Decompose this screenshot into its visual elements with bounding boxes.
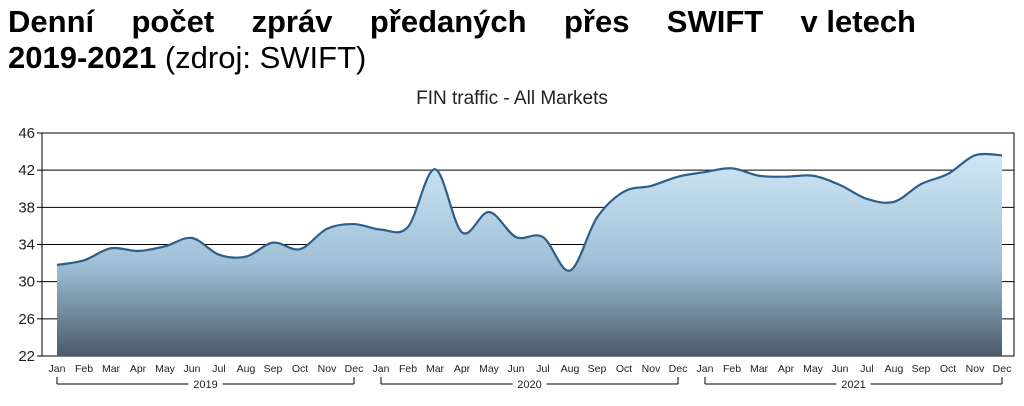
x-tick-label: Jul <box>536 363 549 375</box>
x-tick-label: Jun <box>508 363 525 375</box>
x-tick-label: Jan <box>49 363 66 375</box>
heading-line-2: 2019-2021 (zdroj: SWIFT) <box>8 40 1008 76</box>
heading-word: přes <box>563 4 630 39</box>
chart-title: FIN traffic - All Markets <box>416 88 608 109</box>
x-tick-label: Jan <box>697 363 714 375</box>
x-tick-label: Apr <box>778 363 795 375</box>
x-tick-label: Aug <box>885 363 904 375</box>
y-tick-label: 26 <box>18 311 35 328</box>
x-tick-label: Nov <box>318 363 337 375</box>
x-tick-label: Aug <box>561 363 580 375</box>
series-area <box>57 153 1002 356</box>
x-tick-label: May <box>155 363 176 375</box>
x-tick-label: Oct <box>940 363 956 375</box>
x-tick-label: Apr <box>454 363 471 375</box>
heading-word: počet <box>131 4 215 39</box>
series-line <box>56 152 1003 272</box>
heading-years: 2019-2021 <box>8 40 157 75</box>
heading-word: zpráv <box>251 4 333 39</box>
axis-layer: 22 26 30 34 38 42 46 Jan Feb Mar Apr May Jun Jul Aug Se… <box>18 125 1011 391</box>
year-label-bg <box>188 377 223 390</box>
year-label: 2020 <box>517 379 541 391</box>
year-label: 2019 <box>193 379 217 391</box>
page-heading: Denní počet zpráv předaných přes SWIFT v… <box>8 4 1008 76</box>
heading-line-1: Denní počet zpráv předaných přes SWIFT v… <box>8 4 916 40</box>
x-tick-label: Jan <box>373 363 390 375</box>
heading-word: SWIFT <box>666 4 764 39</box>
heading-word: předaných <box>369 4 527 39</box>
x-tick-label: Dec <box>669 363 688 375</box>
x-tick-label: Oct <box>292 363 308 375</box>
y-tick-label: 42 <box>18 162 35 179</box>
y-tick-label: 30 <box>18 274 35 291</box>
x-tick-label: Feb <box>399 363 417 375</box>
x-tick-label: Sep <box>264 363 283 375</box>
x-tick-label: Jul <box>212 363 225 375</box>
x-tick-label: Apr <box>130 363 147 375</box>
y-tick-label: 34 <box>18 237 35 254</box>
x-tick-label: Oct <box>616 363 632 375</box>
x-tick-label: Jun <box>832 363 849 375</box>
x-tick-label: Nov <box>642 363 661 375</box>
x-tick-label: Jun <box>184 363 201 375</box>
x-tick-label: Mar <box>750 363 769 375</box>
y-tick-label: 46 <box>18 125 35 142</box>
x-tick-label: Feb <box>723 363 741 375</box>
x-tick-label: May <box>803 363 824 375</box>
x-tick-label: Nov <box>966 363 985 375</box>
y-tick-label: 22 <box>18 348 35 365</box>
year-label-bg <box>836 377 871 390</box>
x-tick-label: Mar <box>426 363 445 375</box>
x-tick-label: Dec <box>993 363 1012 375</box>
y-tick-label: 38 <box>18 199 35 216</box>
x-tick-label: Mar <box>102 363 121 375</box>
heading-source: (zdroj: SWIFT) <box>156 40 367 75</box>
x-tick-label: Jul <box>860 363 873 375</box>
year-label: 2021 <box>841 379 865 391</box>
area-layer <box>56 152 1003 356</box>
x-tick-label: Feb <box>75 363 93 375</box>
x-tick-label: Sep <box>912 363 931 375</box>
year-label-bg <box>512 377 547 390</box>
heading-word: v letech <box>800 4 916 39</box>
x-tick-label: Dec <box>345 363 364 375</box>
x-tick-label: May <box>479 363 500 375</box>
x-tick-label: Aug <box>237 363 256 375</box>
x-tick-label: Sep <box>588 363 607 375</box>
heading-word: Denní <box>8 4 95 39</box>
